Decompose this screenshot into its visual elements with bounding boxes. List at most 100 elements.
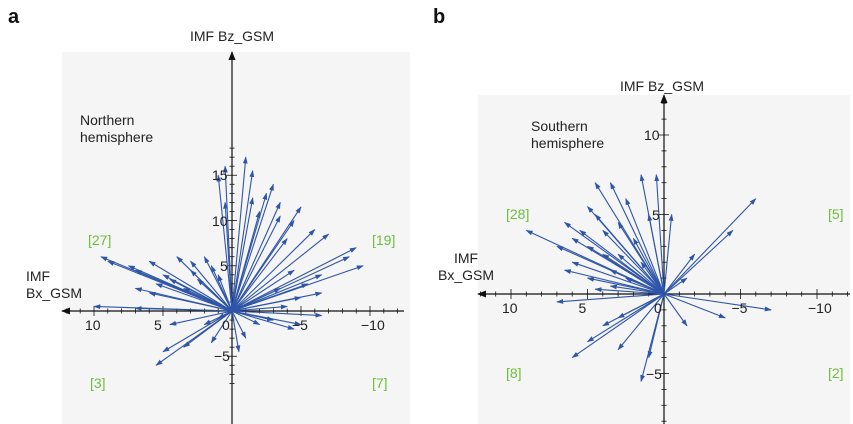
panel-b-vector-arrow bbox=[663, 213, 674, 295]
panel-a-count-upper-left: [27] bbox=[88, 232, 112, 248]
panel-a-x-tick-label: 5 bbox=[154, 317, 162, 333]
panel-a-letter: a bbox=[8, 6, 20, 28]
panel-a-vector-arrow bbox=[231, 310, 302, 326]
panel-b-vector-arrow bbox=[663, 253, 696, 295]
panel-b-vector-arrow bbox=[609, 284, 665, 295]
panel-a-vector-arrow bbox=[231, 310, 295, 330]
panel-b-y-tick-label: 10 bbox=[644, 127, 660, 143]
panel-a-vector-arrow bbox=[148, 260, 233, 312]
panel-b-vector-arrow bbox=[556, 293, 665, 304]
panel-a-y-tick-label: 10 bbox=[212, 212, 228, 229]
panel-b-vector-arrow bbox=[571, 261, 665, 295]
panel-b-vector-arrow bbox=[647, 213, 665, 295]
panel-b-count-lower-right: [2] bbox=[828, 365, 844, 381]
panel-a-vector-arrow bbox=[155, 310, 233, 366]
panel-b-vector-arrow bbox=[647, 293, 665, 359]
panel-a-count-lower-left: [3] bbox=[90, 375, 106, 391]
panel-b-vector-arrow bbox=[594, 213, 665, 295]
panel-b-x-tick-label: 10 bbox=[502, 300, 518, 316]
panel-b-vector-arrow bbox=[617, 293, 665, 351]
panel-b-vector-arrow bbox=[617, 221, 665, 295]
panel-a-vector-arrow bbox=[231, 219, 295, 312]
panel-a-vector-arrow bbox=[231, 197, 254, 312]
panel-a-y-tick-label: 5 bbox=[220, 257, 228, 274]
panel-a-vector-arrow bbox=[155, 283, 233, 312]
panel-a-vector-arrow bbox=[134, 287, 233, 312]
panel-a-hemisphere-title: Northern hemisphere bbox=[80, 112, 180, 146]
panel-a-count-lower-right: [7] bbox=[372, 375, 388, 391]
panel-a-vector-arrow bbox=[134, 306, 233, 312]
panel-b-title-text: Southern hemisphere bbox=[531, 118, 605, 151]
panel-a-vector-arrow bbox=[190, 269, 233, 312]
panel-a-vector-arrow bbox=[231, 269, 295, 312]
panel-a-x-tick-label: 0 bbox=[222, 317, 230, 333]
panel-a-vector-arrow bbox=[190, 260, 233, 312]
panel-a-vector-arrow bbox=[231, 310, 261, 326]
panel-b-vector-arrow bbox=[663, 293, 726, 319]
panel-b-vector-arrow bbox=[602, 253, 665, 295]
panel-b-hemisphere-title: Southern hemisphere bbox=[531, 118, 631, 152]
panel-b-y-tick-label: 5 bbox=[652, 206, 660, 223]
panel-a-title-text: Northern hemisphere bbox=[80, 112, 154, 145]
panel-b-vector-arrow bbox=[663, 293, 772, 312]
panel-b-count-upper-right: [5] bbox=[828, 206, 844, 222]
panel-b-vector-arrow bbox=[602, 229, 665, 295]
panel-a-x-axis-label: IMF Bx_GSM bbox=[26, 268, 86, 302]
panel-a-vector-arrow bbox=[231, 233, 330, 312]
panel-b-count-lower-left: [8] bbox=[506, 365, 522, 381]
panel-a-vector-arrow bbox=[231, 210, 261, 312]
panel-a-vector-arrow bbox=[231, 310, 247, 339]
panel-b-vector-arrow bbox=[663, 293, 688, 327]
panel-b-y-tick-label: −5 bbox=[646, 365, 662, 382]
panel-b-x-tick-label: −10 bbox=[808, 300, 832, 316]
panel-b-vector-arrow bbox=[640, 261, 665, 295]
panel-a-vector-arrow bbox=[231, 215, 281, 312]
panel-a-vector-arrow bbox=[210, 310, 233, 344]
panel-a-vector-arrow bbox=[231, 304, 288, 312]
panel-a-vector-arrow bbox=[231, 201, 281, 312]
panel-a-vector-arrow bbox=[231, 310, 241, 353]
panel-a-y-tick-label: 15 bbox=[212, 167, 228, 184]
panel-a-x-tick-label: 10 bbox=[85, 317, 101, 333]
panel-b-vector-arrow bbox=[586, 293, 665, 343]
panel-b-vector-arrow bbox=[617, 253, 665, 295]
panel-b-x-tick-label: −5 bbox=[731, 300, 748, 316]
panel-a-x-axis-label-text: IMF Bx_GSM bbox=[26, 268, 83, 301]
panel-b-x-tick-label: 5 bbox=[578, 300, 587, 316]
panel-b-vector-arrow bbox=[663, 198, 757, 295]
panel-a-count-upper-right: [19] bbox=[372, 232, 396, 248]
panel-a-vector-arrow bbox=[223, 201, 233, 312]
panel-b-vector-arrow bbox=[586, 276, 665, 295]
panel-a-vector-arrow bbox=[231, 238, 288, 312]
panel-b-letter: b bbox=[433, 6, 446, 28]
panel-a-vector-arrow bbox=[217, 310, 233, 319]
panel-a-vector-arrow bbox=[231, 310, 323, 318]
panel-a-vector-arrow bbox=[231, 247, 357, 312]
panel-a-vector-arrow bbox=[217, 274, 233, 312]
panel-a-vector-arrow bbox=[231, 170, 255, 312]
panel-a-vector-arrow bbox=[231, 156, 248, 312]
panel-b-count-upper-left: [28] bbox=[506, 206, 530, 222]
panel-a-vector-arrow bbox=[216, 174, 233, 312]
panel-a-vector-arrow bbox=[183, 287, 233, 312]
panel-b-x-axis-label: IMF Bx_GSM bbox=[436, 250, 506, 284]
panel-a-x-tick-label: −10 bbox=[361, 317, 385, 333]
panel-b-vector-arrow bbox=[663, 229, 734, 295]
panel-a-vector-arrow bbox=[231, 287, 281, 312]
panel-a-x-tick-label: −5 bbox=[292, 317, 308, 333]
panel-a-y-tick-label: −5 bbox=[214, 348, 230, 365]
panel-a-y-axis-label: IMF Bz_GSM bbox=[190, 28, 275, 44]
panel-a-vector-arrow bbox=[134, 269, 233, 312]
panel-b-vector-arrow bbox=[663, 277, 688, 295]
panel-b-vector-arrow bbox=[617, 293, 665, 319]
panel-a-vector-arrow bbox=[231, 183, 274, 312]
panel-b-y-axis-label: IMF Bz_GSM bbox=[620, 78, 705, 94]
panel-b-x-axis-label-text: IMF Bx_GSM bbox=[437, 250, 494, 283]
panel-b-vector-arrow bbox=[632, 237, 665, 295]
panel-b-vector-arrow bbox=[625, 277, 665, 295]
panel-a-vector-arrow bbox=[231, 296, 302, 312]
panel-b-x-tick-label: 0 bbox=[654, 300, 662, 316]
panel-a-plot-area bbox=[62, 52, 410, 424]
panel-b-vector-arrow bbox=[571, 293, 665, 359]
